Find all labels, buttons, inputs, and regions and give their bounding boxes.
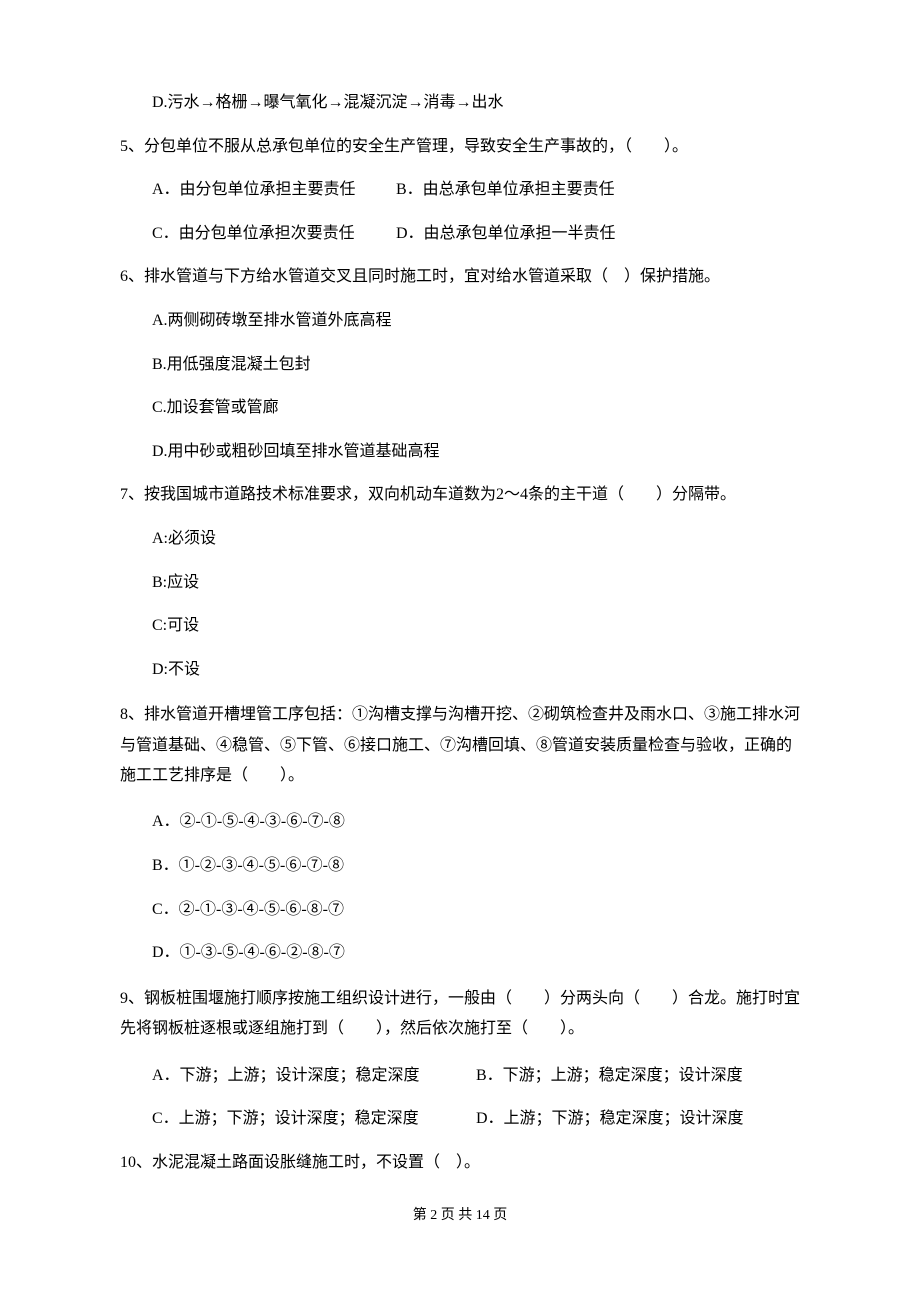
q6-option-c: C.加设套管或管廊 [120, 395, 800, 421]
q7-option-d: D:不设 [120, 657, 800, 683]
question-5: 5、分包单位不服从总承包单位的安全生产管理，导致安全生产事故的，（ ）。 [120, 134, 800, 160]
q9-option-a: A．下游；上游；设计深度；稳定深度 [152, 1063, 472, 1089]
q6-option-a-text: A.两侧砌砖墩至排水管道外底高程 [152, 312, 392, 329]
q7-text: 7、按我国城市道路技术标准要求，双向机动车道数为2～4条的主干道（ ）分隔带。 [120, 486, 736, 503]
q5-option-c: C．由分包单位承担次要责任 [152, 221, 392, 247]
q5-text: 5、分包单位不服从总承包单位的安全生产管理，导致安全生产事故的，（ ）。 [120, 138, 688, 155]
q7-option-b: B:应设 [120, 570, 800, 596]
question-8: 8、排水管道开槽埋管工序包括：①沟槽支撑与沟槽开挖、②砌筑检查井及雨水口、③施工… [120, 700, 800, 791]
q6-text: 6、排水管道与下方给水管道交叉且同时施工时，宜对给水管道采取（ ）保护措施。 [120, 268, 720, 285]
q6-option-a: A.两侧砌砖墩至排水管道外底高程 [120, 308, 800, 334]
q7-option-a: A:必须设 [120, 526, 800, 552]
q8-text: 8、排水管道开槽埋管工序包括：①沟槽支撑与沟槽开挖、②砌筑检查井及雨水口、③施工… [120, 706, 800, 784]
q10-text: 10、水泥混凝土路面设胀缝施工时，不设置（ ）。 [120, 1154, 480, 1171]
q8-option-b-text: B．①-②-③-④-⑤-⑥-⑦-⑧ [152, 857, 344, 874]
q9-options-row1: A．下游；上游；设计深度；稳定深度 B．下游；上游；稳定深度；设计深度 [120, 1063, 800, 1089]
q5-option-b: B．由总承包单位承担主要责任 [396, 177, 615, 203]
page-footer: 第 2 页 共 14 页 [120, 1205, 800, 1227]
question-10: 10、水泥混凝土路面设胀缝施工时，不设置（ ）。 [120, 1150, 800, 1176]
q8-option-a: A．②-①-⑤-④-③-⑥-⑦-⑧ [120, 809, 800, 835]
q8-option-c-text: C．②-①-③-④-⑤-⑥-⑧-⑦ [152, 901, 344, 918]
q9-option-c: C．上游；下游；设计深度；稳定深度 [152, 1106, 472, 1132]
q6-option-b-text: B.用低强度混凝土包封 [152, 356, 311, 373]
q8-option-d-text: D．①-③-⑤-④-⑥-②-⑧-⑦ [152, 944, 345, 961]
page-number: 第 2 页 共 14 页 [413, 1208, 508, 1223]
q4-option-d: D.污水→格栅→曝气氧化→混凝沉淀→消毒→出水 [120, 90, 800, 116]
question-7: 7、按我国城市道路技术标准要求，双向机动车道数为2～4条的主干道（ ）分隔带。 [120, 482, 800, 508]
q7-option-c: C:可设 [120, 613, 800, 639]
q5-options-row1: A．由分包单位承担主要责任 B．由总承包单位承担主要责任 [120, 177, 800, 203]
q7-option-b-text: B:应设 [152, 574, 199, 591]
q5-options-row2: C．由分包单位承担次要责任 D．由总承包单位承担一半责任 [120, 221, 800, 247]
q6-option-d: D.用中砂或粗砂回填至排水管道基础高程 [120, 439, 800, 465]
q9-text: 9、钢板桩围堰施打顺序按施工组织设计进行，一般由（ ）分两头向（ ）合龙。施打时… [120, 990, 800, 1037]
q6-option-c-text: C.加设套管或管廊 [152, 399, 279, 416]
q8-option-d: D．①-③-⑤-④-⑥-②-⑧-⑦ [120, 940, 800, 966]
q8-option-a-text: A．②-①-⑤-④-③-⑥-⑦-⑧ [152, 813, 345, 830]
q6-option-b: B.用低强度混凝土包封 [120, 352, 800, 378]
q6-option-d-text: D.用中砂或粗砂回填至排水管道基础高程 [152, 443, 440, 460]
question-6: 6、排水管道与下方给水管道交叉且同时施工时，宜对给水管道采取（ ）保护措施。 [120, 264, 800, 290]
q4-option-d-text: D.污水→格栅→曝气氧化→混凝沉淀→消毒→出水 [152, 94, 504, 111]
question-9: 9、钢板桩围堰施打顺序按施工组织设计进行，一般由（ ）分两头向（ ）合龙。施打时… [120, 984, 800, 1045]
q7-option-c-text: C:可设 [152, 617, 199, 634]
q9-option-b: B．下游；上游；稳定深度；设计深度 [476, 1063, 743, 1089]
q5-option-a: A．由分包单位承担主要责任 [152, 177, 392, 203]
q9-options-row2: C．上游；下游；设计深度；稳定深度 D．上游；下游；稳定深度；设计深度 [120, 1106, 800, 1132]
q7-option-a-text: A:必须设 [152, 530, 216, 547]
q7-option-d-text: D:不设 [152, 661, 200, 678]
q9-option-d: D．上游；下游；稳定深度；设计深度 [476, 1106, 744, 1132]
q5-option-d: D．由总承包单位承担一半责任 [396, 221, 616, 247]
q8-option-c: C．②-①-③-④-⑤-⑥-⑧-⑦ [120, 897, 800, 923]
q8-option-b: B．①-②-③-④-⑤-⑥-⑦-⑧ [120, 853, 800, 879]
